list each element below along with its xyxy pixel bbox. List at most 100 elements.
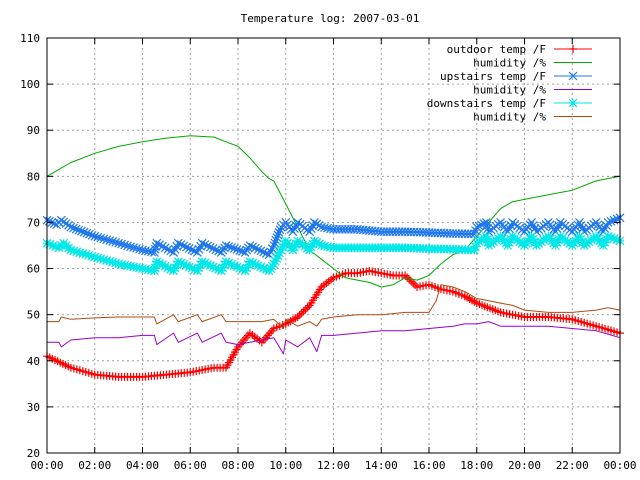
- data-point: [261, 265, 271, 274]
- data-point: [196, 260, 206, 270]
- series-4: [47, 321, 621, 355]
- data-point: [187, 245, 197, 255]
- legend-item: humidity /%: [473, 57, 592, 70]
- data-point: [51, 242, 61, 252]
- data-point: [574, 231, 584, 241]
- data-point: [227, 243, 236, 252]
- data-point: [192, 266, 202, 276]
- series-line: [46, 135, 621, 288]
- data-point: [114, 238, 124, 248]
- data-point: [273, 230, 283, 240]
- data-point: [102, 235, 112, 245]
- data-point: [503, 241, 513, 250]
- data-point: [123, 241, 133, 251]
- data-point: [297, 309, 306, 318]
- data-point: [197, 238, 207, 248]
- data-point: [163, 263, 173, 273]
- data-point: [203, 241, 213, 251]
- series-2: [46, 135, 621, 288]
- data-point: [259, 263, 269, 273]
- data-point: [75, 248, 85, 258]
- data-point: [84, 250, 94, 260]
- data-point: [481, 231, 491, 241]
- data-point: [105, 256, 115, 266]
- data-point: [216, 266, 226, 276]
- data-point: [598, 241, 608, 250]
- data-point: [87, 230, 97, 240]
- data-point: [166, 264, 176, 274]
- data-point: [69, 223, 78, 233]
- data-point: [259, 247, 269, 257]
- data-point: [552, 238, 562, 247]
- data-point: [160, 243, 170, 253]
- data-point: [279, 239, 289, 249]
- data-point: [220, 260, 229, 270]
- data-point: [157, 260, 167, 270]
- data-point: [214, 265, 223, 274]
- data-point: [295, 311, 304, 320]
- data-point: [160, 261, 170, 271]
- data-point: [172, 260, 182, 270]
- data-point: [291, 239, 301, 249]
- x-tick-label: 10:00: [269, 459, 302, 472]
- data-point: [569, 45, 577, 53]
- data-point: [227, 259, 236, 269]
- data-point: [603, 231, 613, 241]
- y-tick-label: 60: [27, 263, 40, 276]
- data-point: [612, 235, 622, 245]
- data-point: [117, 239, 127, 249]
- data-point: [554, 234, 564, 244]
- data-point: [482, 234, 492, 244]
- data-point: [275, 248, 284, 258]
- data-point: [179, 241, 189, 251]
- data-point: [474, 221, 484, 231]
- data-point: [568, 98, 578, 108]
- data-point: [126, 242, 135, 252]
- data-point: [576, 234, 586, 244]
- series-1: [43, 266, 624, 381]
- legend-label: outdoor temp /F: [447, 43, 546, 56]
- data-point: [211, 245, 221, 255]
- y-tick-label: 40: [27, 355, 40, 368]
- data-point: [45, 239, 55, 249]
- data-point: [150, 263, 160, 273]
- data-point: [187, 263, 197, 273]
- data-point: [190, 265, 200, 274]
- data-point: [66, 245, 76, 255]
- data-point: [471, 242, 480, 252]
- data-point: [99, 234, 109, 244]
- data-point: [272, 253, 282, 263]
- data-point: [278, 242, 287, 252]
- data-point: [309, 218, 319, 227]
- data-point: [78, 249, 88, 258]
- chart-title: Temperature log: 2007-03-01: [241, 12, 420, 25]
- data-point: [111, 258, 121, 268]
- data-point: [108, 237, 118, 246]
- legend-item: downstairs temp /F: [427, 97, 592, 110]
- data-point: [506, 234, 516, 244]
- data-point: [205, 261, 215, 271]
- x-tick-label: 16:00: [412, 459, 445, 472]
- data-point: [66, 222, 76, 232]
- data-point: [71, 224, 81, 234]
- x-tick-label: 18:00: [460, 459, 493, 472]
- data-point: [275, 225, 285, 235]
- legend-item: humidity /%: [473, 111, 592, 124]
- data-point: [221, 257, 231, 267]
- data-point: [314, 221, 324, 230]
- data-point: [229, 261, 239, 271]
- data-point: [157, 241, 167, 251]
- data-point: [224, 242, 234, 251]
- y-tick-label: 80: [27, 170, 40, 183]
- data-point: [155, 240, 165, 250]
- data-point: [163, 244, 173, 254]
- x-tick-label: 04:00: [126, 459, 159, 472]
- series-line: [47, 284, 621, 329]
- legend-label: downstairs temp /F: [427, 97, 546, 110]
- x-tick-label: 00:00: [30, 459, 63, 472]
- y-tick-label: 90: [27, 124, 40, 137]
- data-point: [270, 238, 280, 248]
- data-point: [169, 266, 178, 276]
